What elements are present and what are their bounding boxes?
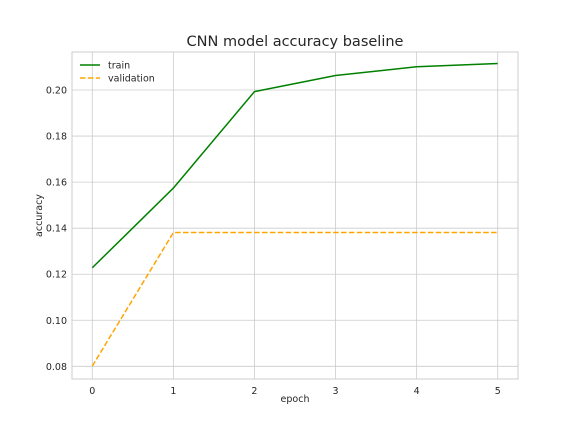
legend-label-train: train [108, 61, 130, 72]
x-tick-labels: 0 1 2 3 4 5 [89, 386, 501, 397]
x-tick-label: 3 [333, 386, 339, 397]
grid [72, 52, 518, 379]
y-axis-label: accuracy [34, 194, 45, 237]
plot-frame [71, 51, 519, 380]
legend: train validation [80, 61, 155, 85]
x-tick-label: 2 [251, 386, 257, 397]
x-tick-label: 4 [414, 386, 420, 397]
y-tick-label: 0.08 [46, 362, 67, 373]
series-line-train [91, 62, 498, 269]
chart-title: CNN model accuracy baseline [187, 34, 404, 50]
x-tick-label: 5 [495, 386, 501, 397]
y-tick-label: 0.18 [46, 132, 67, 143]
y-tick-label: 0.10 [46, 316, 67, 327]
y-tick-label: 0.12 [46, 270, 67, 281]
y-tick-label: 0.20 [46, 85, 67, 96]
series-group [91, 62, 498, 367]
y-tick-label: 0.16 [46, 178, 67, 189]
y-tick-labels: 0.08 0.10 0.12 0.14 0.16 0.18 0.20 [46, 85, 67, 372]
x-axis-label: epoch [281, 394, 310, 405]
y-tick-label: 0.14 [46, 224, 67, 235]
legend-label-validation: validation [108, 74, 155, 85]
series-line-validation [91, 231, 498, 367]
x-tick-label: 0 [89, 386, 95, 397]
x-tick-label: 1 [170, 386, 176, 397]
